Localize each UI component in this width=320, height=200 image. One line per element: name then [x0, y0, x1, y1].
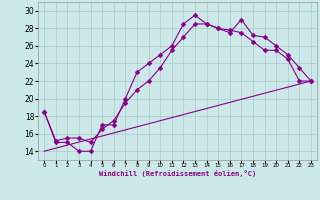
- X-axis label: Windchill (Refroidissement éolien,°C): Windchill (Refroidissement éolien,°C): [99, 170, 256, 177]
